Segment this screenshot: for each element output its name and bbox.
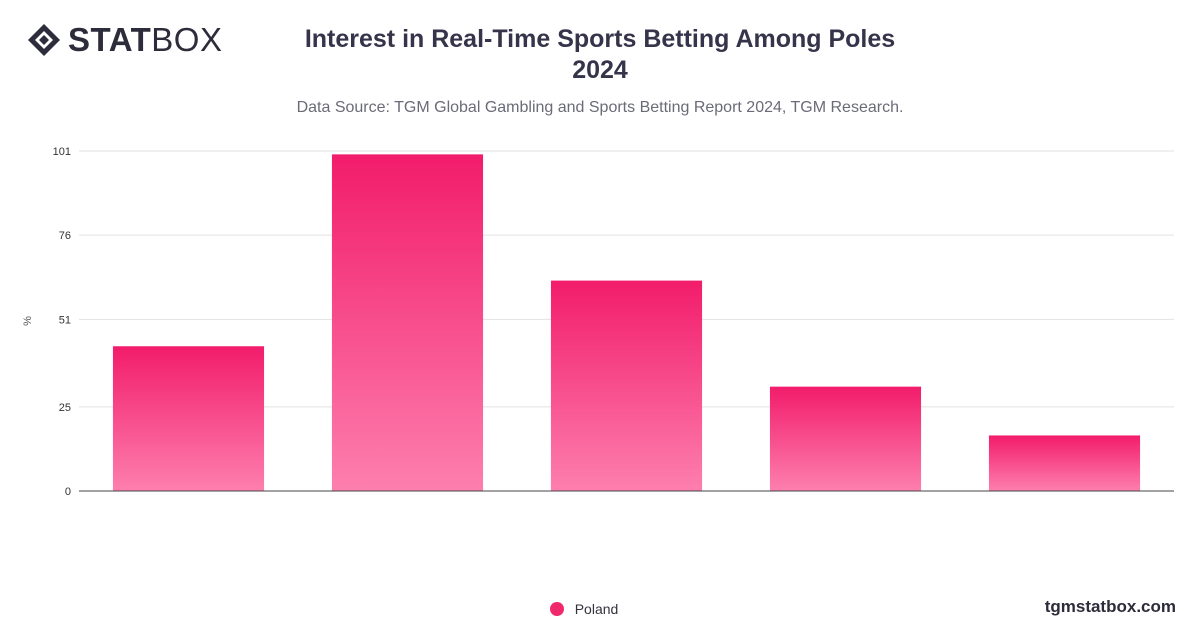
footer-brand[interactable]: tgmstatbox.com — [1044, 597, 1176, 616]
y-tick-label: 101 — [53, 146, 71, 158]
legend-marker-poland — [549, 602, 564, 616]
axis-layer: 0 25 51 76 101 — [53, 146, 1174, 498]
bar-1[interactable] — [112, 346, 265, 491]
bar-2[interactable] — [331, 154, 484, 491]
chart-title: Interest in Real-Time Sports Betting Amo… — [200, 24, 1000, 86]
logo-wordmark-strong: STAT — [68, 21, 152, 58]
y-axis-label: % — [22, 316, 34, 326]
y-tick-label: 76 — [59, 230, 71, 242]
chart-header: Interest in Real-Time Sports Betting Amo… — [200, 24, 1000, 118]
chart-title-line1: Interest in Real-Time Sports Betting Amo… — [304, 25, 896, 53]
bar-3[interactable] — [550, 280, 703, 491]
statbox-logo: STATBOX — [26, 22, 222, 58]
bar-4[interactable] — [769, 386, 922, 491]
y-tick-label: 51 — [59, 314, 71, 326]
bar-layer — [112, 154, 1141, 491]
y-tick-label: 0 — [65, 486, 71, 498]
chart-title-line2: 2024 — [572, 56, 628, 84]
bar-5[interactable] — [988, 435, 1141, 491]
logo-wordmark-light: BOX — [151, 21, 223, 58]
chart-subtitle: Data Source: TGM Global Gambling and Spo… — [296, 99, 904, 116]
legend-label-poland: Poland — [574, 601, 619, 617]
chart-legend[interactable]: Poland — [0, 601, 1200, 617]
y-tick-label: 25 — [59, 402, 71, 414]
logo-wordmark: STATBOX — [68, 22, 222, 58]
statbox-diamond-icon — [28, 24, 60, 56]
